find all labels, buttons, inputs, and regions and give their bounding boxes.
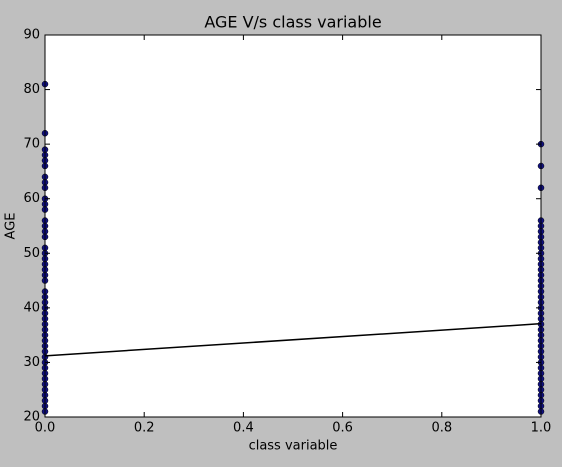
- y-tick-label: 50: [23, 246, 40, 261]
- y-tick-label: 60: [23, 191, 40, 206]
- y-tick-label: 20: [23, 410, 40, 425]
- x-tick-label: 0.8: [431, 421, 452, 436]
- y-tick-label: 40: [23, 300, 40, 315]
- x-tick-label: 0.4: [233, 421, 254, 436]
- plot-area: [45, 35, 541, 417]
- chart-title: AGE V/s class variable: [204, 13, 381, 32]
- y-tick-label: 30: [23, 355, 40, 370]
- x-tick-label: 1.0: [531, 421, 552, 436]
- y-tick-label: 80: [23, 82, 40, 97]
- x-tick-label: 0.2: [134, 421, 155, 436]
- x-tick-label: 0.6: [332, 421, 353, 436]
- fit-line: [44, 322, 542, 357]
- x-tick-label: 0.0: [35, 421, 56, 436]
- x-axis-label: class variable: [249, 439, 338, 454]
- y-axis-label: AGE: [4, 213, 19, 240]
- y-tick-label: 90: [23, 28, 40, 43]
- y-tick-label: 70: [23, 137, 40, 152]
- axes-frame: [44, 34, 542, 418]
